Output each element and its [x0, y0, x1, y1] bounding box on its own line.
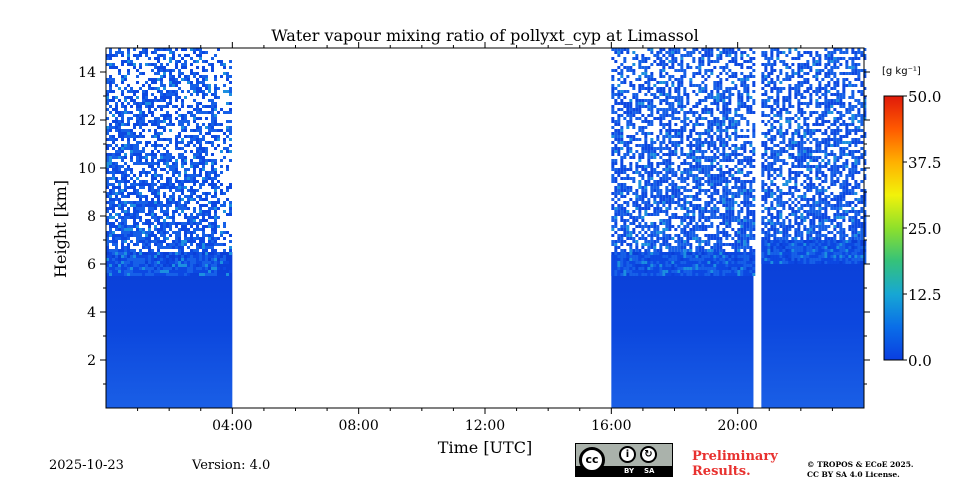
preliminary-line-1: Preliminary: [692, 449, 778, 464]
colorbar-tick-label: 0.0: [908, 352, 932, 370]
y-tick-label: 4: [87, 305, 96, 321]
cc-logo-icon: cc: [579, 447, 605, 473]
colorbar-tick-label: 25.0: [908, 220, 941, 238]
x-tick-label: 20:00: [717, 418, 757, 434]
colorbar: 0.0 12.5 25.0 37.5 50.0: [883, 88, 941, 370]
preliminary-results-notice: Preliminary Results.: [692, 449, 778, 479]
x-tick-label: 08:00: [338, 418, 378, 434]
cc-license-badge: cc i ↻ BY SA: [575, 443, 673, 477]
colorbar-unit-label: [g kg⁻¹]: [882, 66, 921, 77]
y-tick-label: 10: [78, 161, 96, 177]
cc-by-label: BY: [624, 467, 635, 475]
y-axis-label: Height [km]: [51, 180, 70, 278]
chart-title: Water vapour mixing ratio of pollyxt_cyp…: [271, 26, 698, 45]
copyright-notice: © TROPOS & ECoE 2025. CC BY SA 4.0 Licen…: [807, 460, 914, 480]
cc-by-person-icon: i: [619, 446, 636, 463]
colorbar-tick-label: 50.0: [908, 88, 941, 106]
cc-sa-share-icon: ↻: [640, 446, 657, 463]
preliminary-line-2: Results.: [692, 464, 751, 479]
y-tick-label: 14: [78, 65, 96, 81]
colorbar-tick-label: 37.5: [908, 154, 941, 172]
data-segment: [761, 48, 867, 408]
y-tick-label: 8: [87, 209, 96, 225]
data-segment: [611, 48, 756, 408]
dense-layer: [611, 252, 754, 408]
plot-area: [106, 48, 867, 408]
y-tick-label: 2: [87, 353, 96, 369]
data-segment: [106, 48, 233, 408]
date-label: 2025-10-23: [49, 458, 124, 473]
version-label: Version: 4.0: [192, 458, 271, 473]
y-tick-label: 12: [78, 113, 96, 129]
dense-layer: [106, 252, 233, 408]
copyright-line-1: © TROPOS & ECoE 2025.: [807, 460, 914, 469]
colorbar-tick-label: 12.5: [908, 286, 941, 304]
x-axis-label: Time [UTC]: [438, 438, 532, 457]
axes: 04:00 08:00 12:00 16:00 20:00 2 4 6 8 10 12 14: [78, 42, 870, 434]
dense-layer: [761, 240, 864, 408]
copyright-line-2: CC BY SA 4.0 License.: [807, 470, 900, 479]
cc-sa-label: SA: [644, 467, 655, 475]
y-tick-label: 6: [87, 257, 96, 273]
cc-badge-strip: [576, 466, 672, 476]
x-tick-label: 12:00: [465, 418, 505, 434]
x-tick-label: 16:00: [591, 418, 631, 434]
colorbar-gradient: [883, 95, 904, 361]
x-tick-label: 04:00: [212, 418, 252, 434]
